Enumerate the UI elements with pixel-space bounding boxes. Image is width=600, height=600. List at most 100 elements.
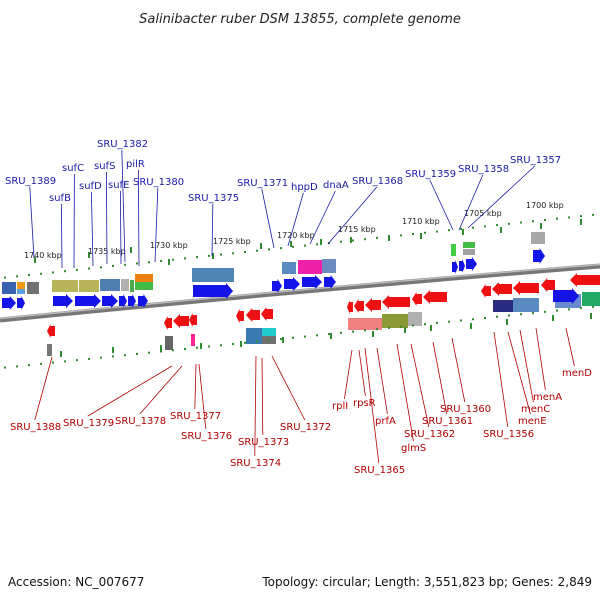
forward-gene-arrow[interactable] [53, 294, 73, 308]
scale-major-tick [34, 257, 36, 263]
gene-label-top[interactable]: pilR [126, 159, 145, 170]
forward-gene-arrow[interactable] [302, 275, 322, 289]
scale-label: 1710 kbp [402, 217, 440, 226]
gene-label-bottom[interactable]: SRU_1362 [404, 429, 455, 440]
forward-gene-arrow[interactable] [324, 275, 336, 289]
feature-band [298, 260, 322, 274]
scale-dot-lower [448, 320, 450, 323]
forward-gene-arrow[interactable] [75, 294, 101, 308]
gene-label-bottom[interactable]: SRU_1388 [10, 422, 61, 433]
scale-major-tick [500, 227, 502, 233]
reverse-gene-arrow[interactable] [492, 282, 512, 296]
scale-dot-lower [328, 333, 330, 336]
gene-label-top[interactable]: SRU_1358 [458, 164, 509, 175]
gene-label-bottom[interactable]: menD [562, 368, 592, 379]
callout-line [91, 191, 94, 267]
reverse-gene-arrow[interactable] [570, 273, 600, 287]
gene-label-top[interactable]: sufD [79, 181, 102, 192]
callout-line [138, 169, 140, 267]
feature-band [100, 279, 120, 291]
gene-label-bottom[interactable]: rpsR [353, 398, 376, 409]
gene-label-top[interactable]: SRU_1375 [188, 193, 239, 204]
callout-line [535, 327, 546, 391]
scale-dot-lower [304, 335, 306, 338]
gene-label-top[interactable]: sufE [108, 180, 129, 191]
forward-gene-arrow[interactable] [17, 296, 25, 310]
gene-label-top[interactable]: sufS [94, 161, 115, 172]
scale-major-tick [506, 319, 508, 325]
scale-dot-upper [208, 254, 210, 257]
gene-label-top[interactable]: SRU_1359 [405, 169, 456, 180]
reverse-gene-arrow[interactable] [541, 278, 555, 292]
callout-line [565, 327, 575, 367]
forward-gene-arrow[interactable] [138, 294, 148, 308]
callout-line [61, 203, 63, 269]
gene-label-bottom[interactable]: SRU_1373 [238, 437, 289, 448]
forward-gene-arrow[interactable] [553, 288, 579, 304]
reverse-gene-arrow[interactable] [423, 290, 447, 304]
reverse-gene-arrow[interactable] [246, 308, 260, 322]
gene-label-top[interactable]: SRU_1371 [237, 178, 288, 189]
reverse-gene-arrow[interactable] [236, 309, 244, 323]
scale-label: 1705 kbp [464, 209, 502, 218]
gene-label-top[interactable]: SRU_1389 [5, 176, 56, 187]
reverse-gene-arrow[interactable] [173, 314, 189, 328]
forward-gene-arrow[interactable] [193, 283, 233, 299]
forward-gene-arrow[interactable] [2, 296, 16, 310]
reverse-gene-arrow[interactable] [261, 307, 273, 321]
gene-label-top[interactable]: SRU_1357 [510, 155, 561, 166]
forward-gene-arrow[interactable] [272, 279, 282, 293]
forward-gene-arrow[interactable] [119, 294, 127, 308]
feature-band [513, 298, 539, 312]
gene-label-bottom[interactable]: SRU_1379 [63, 418, 114, 429]
gene-label-bottom[interactable]: menE [518, 416, 547, 427]
reverse-gene-arrow[interactable] [189, 313, 197, 327]
reverse-gene-arrow[interactable] [481, 284, 491, 298]
scale-dot-lower [4, 366, 6, 369]
gene-label-bottom[interactable]: SRU_1360 [440, 404, 491, 415]
gene-label-bottom[interactable]: SRU_1374 [230, 458, 281, 469]
reverse-gene-arrow[interactable] [412, 292, 422, 306]
gene-label-bottom[interactable]: rplI [332, 401, 348, 412]
gene-label-bottom[interactable]: prfA [375, 416, 396, 427]
gene-label-top[interactable]: SRU_1380 [133, 177, 184, 188]
gene-label-bottom[interactable]: menA [533, 392, 562, 403]
gene-label-bottom[interactable]: SRU_1365 [354, 465, 405, 476]
reverse-gene-arrow[interactable] [354, 299, 364, 313]
reverse-gene-arrow[interactable] [365, 298, 381, 312]
gene-label-bottom[interactable]: SRU_1376 [181, 431, 232, 442]
reverse-gene-arrow[interactable] [47, 324, 55, 338]
reverse-gene-arrow[interactable] [347, 300, 353, 314]
forward-gene-arrow[interactable] [459, 259, 465, 273]
gene-label-bottom[interactable]: glmS [401, 443, 426, 454]
reverse-gene-arrow[interactable] [513, 281, 539, 295]
scale-dot-lower [412, 324, 414, 327]
forward-gene-arrow[interactable] [128, 294, 136, 308]
gene-label-top[interactable]: sufB [49, 193, 71, 204]
gene-label-bottom[interactable]: SRU_1372 [280, 422, 331, 433]
forward-gene-arrow[interactable] [452, 260, 458, 274]
scale-dot-lower [544, 310, 546, 313]
callout-line [458, 174, 484, 231]
gene-label-bottom[interactable]: SRU_1361 [422, 416, 473, 427]
forward-gene-arrow[interactable] [284, 277, 300, 291]
gene-label-bottom[interactable]: SRU_1378 [115, 416, 166, 427]
scale-dot-lower [40, 362, 42, 365]
forward-gene-arrow[interactable] [102, 294, 118, 308]
feature-band [165, 336, 173, 350]
gene-label-top[interactable]: hppD [291, 182, 318, 193]
gene-label-top[interactable]: SRU_1368 [352, 176, 403, 187]
feature-band [135, 282, 153, 290]
reverse-gene-arrow[interactable] [382, 295, 410, 309]
gene-label-bottom[interactable]: SRU_1356 [483, 429, 534, 440]
scale-dot-upper [160, 259, 162, 262]
gene-label-bottom[interactable]: menC [521, 404, 550, 415]
reverse-gene-arrow[interactable] [164, 316, 172, 330]
scale-dot-upper [400, 234, 402, 237]
gene-label-top[interactable]: sufC [62, 163, 84, 174]
gene-label-bottom[interactable]: SRU_1377 [170, 411, 221, 422]
forward-gene-arrow[interactable] [533, 248, 545, 264]
gene-label-top[interactable]: SRU_1382 [97, 139, 148, 150]
gene-label-top[interactable]: dnaA [323, 180, 349, 191]
forward-gene-arrow[interactable] [466, 257, 477, 271]
